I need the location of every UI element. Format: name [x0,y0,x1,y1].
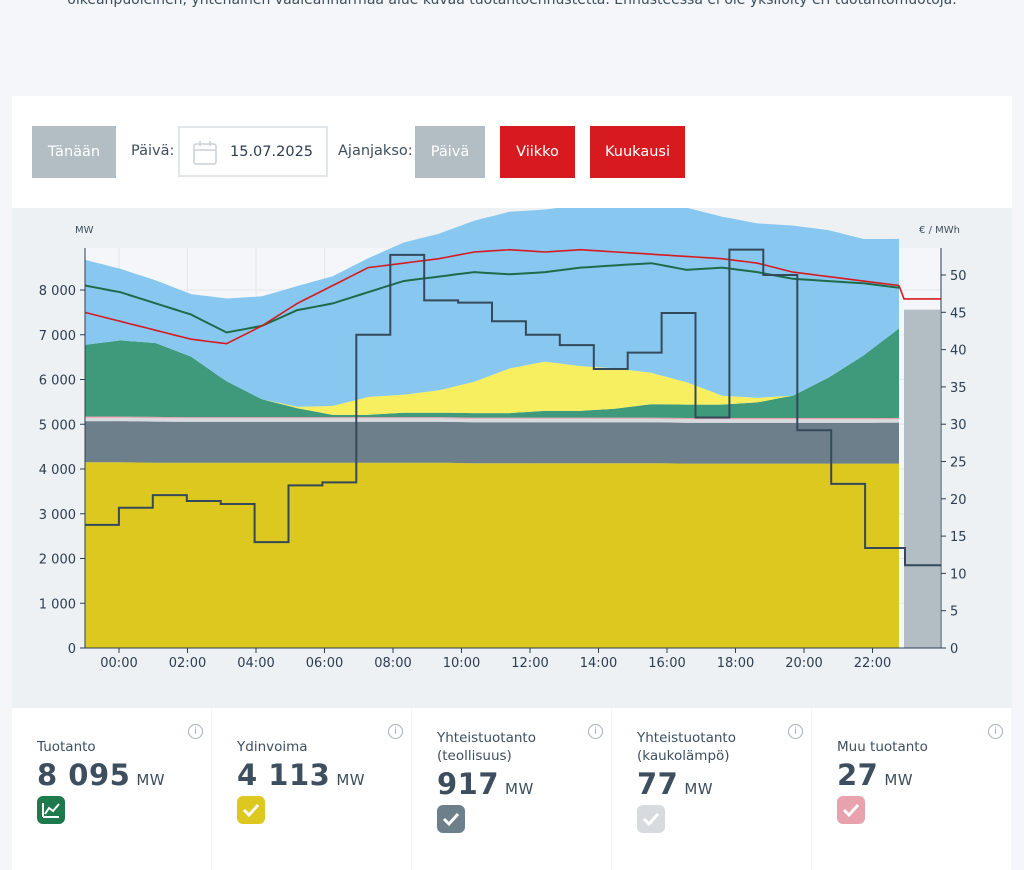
x-tick-label: 22:00 [854,656,891,671]
info-icon[interactable]: i [388,724,403,739]
card-title: Muu tuotanto [837,739,928,755]
x-tick-label: 20:00 [785,656,822,671]
x-tick-label: 00:00 [100,656,137,671]
y-tick-label-left: 3 000 [39,508,76,523]
y-tick-label-right: 40 [950,344,967,359]
area-ydinvoima [85,462,899,648]
check-icon [437,805,465,833]
card-nuclear: Ydinvoima 4 113 MW i [212,708,411,854]
card-value: 77 MW [637,767,714,801]
y-tick-label-left: 2 000 [39,553,76,568]
check-icon [237,796,265,824]
x-tick-label: 02:00 [169,656,206,671]
y-tick-label-left: 8 000 [39,284,76,299]
info-icon[interactable]: i [988,724,1003,739]
x-tick-label: 14:00 [580,656,617,671]
card-value: 4 113 MW [237,758,366,792]
summary-cards: Tuotanto 8 095 MW i Ydinvoima 4 113 MW i Y… [12,708,1012,870]
y-tick-label-right: 10 [950,567,967,582]
card-placeholder [12,854,211,870]
y-tick-label-left: 1 000 [39,597,76,612]
controls-panel: Tänään Päivä: 15.07.2025 Ajanjakso: Päiv… [12,96,1012,208]
card-title: Yhteistuotanto (kaukolämpö) [637,730,736,764]
area-yhteistuotanto-kaukol-mp- [85,417,899,423]
x-tick-label: 06:00 [306,656,343,671]
x-tick-label: 04:00 [237,656,274,671]
area-tuulivoima [85,328,899,418]
card-other-production: Muu tuotanto 27 MW i [812,708,1011,854]
date-field[interactable]: 15.07.2025 [178,126,328,177]
price-line [85,248,941,567]
y-tick-label-right: 30 [950,418,967,433]
card-total-production: Tuotanto 8 095 MW i [12,708,211,854]
period-month-button[interactable]: Kuukausi [590,126,685,178]
y-tick-label-left: 0 [68,642,76,657]
card-value: 8 095 MW [37,758,166,792]
info-icon[interactable]: i [188,724,203,739]
chart-svg: 0 1 000 2 000 3 000 4 000 5 000 6 000 7 000 8 00… [39,202,967,671]
check-icon [837,796,865,824]
card-title: Yhteistuotanto (teollisuus) [437,730,536,764]
check-icon [637,805,665,833]
intro-text: oikeanpuoleinen, yhtenäinen vaaleanharma… [67,0,957,8]
card-title: Ydinvoima [237,739,308,755]
calendar-icon [193,141,217,165]
period-week-button[interactable]: Viikko [500,126,575,178]
date-label: Päivä: [131,143,175,159]
y-tick-label-right: 50 [950,269,967,284]
y-tick-label-right: 25 [950,456,967,471]
card-chp-industry: Yhteistuotanto (teollisuus) 917 MW i [412,708,611,854]
y-tick-label-right: 45 [950,306,967,321]
card-placeholder [212,854,411,870]
period-day-button[interactable]: Päivä [415,126,485,178]
y-tick-label-left: 5 000 [39,418,76,433]
date-value: 15.07.2025 [230,144,314,160]
y-tick-label-left: 7 000 [39,329,76,344]
card-value: 27 MW [837,758,914,792]
y-tick-label-right: 35 [950,381,967,396]
y-tick-label-right: 0 [950,642,958,657]
card-placeholder [412,854,611,870]
info-icon[interactable]: i [588,724,603,739]
chart-icon [37,796,65,824]
y-tick-label-right: 5 [950,605,958,620]
x-tick-label: 08:00 [374,656,411,671]
card-value: 917 MW [437,767,534,801]
info-icon[interactable]: i [788,724,803,739]
x-tick-label: 10:00 [443,656,480,671]
forecast-area [904,309,940,648]
card-chp-district-heat: Yhteistuotanto (kaukolämpö) 77 MW i [612,708,811,854]
y-tick-label-left: 6 000 [39,374,76,389]
x-tick-label: 16:00 [648,656,685,671]
x-tick-label: 12:00 [511,656,548,671]
right-axis-unit: € / MWh [919,225,960,236]
today-button[interactable]: Tänään [32,126,116,178]
period-label: Ajanjakso: [338,143,413,159]
consumption-forecast-line [898,285,941,300]
card-placeholder [812,854,1011,870]
area-yhteistuotanto-teollisuus- [85,421,899,464]
y-tick-label-right: 20 [950,493,967,508]
x-tick-label: 18:00 [717,656,754,671]
card-title: Tuotanto [37,739,96,755]
y-tick-label-left: 4 000 [39,463,76,478]
area-muu-tuotanto [85,416,899,420]
left-axis-unit: MW [75,225,94,236]
production-chart: 0 1 000 2 000 3 000 4 000 5 000 6 000 7 000 8 00… [12,202,1012,708]
card-placeholder [612,854,811,870]
y-tick-label-right: 15 [950,530,967,545]
